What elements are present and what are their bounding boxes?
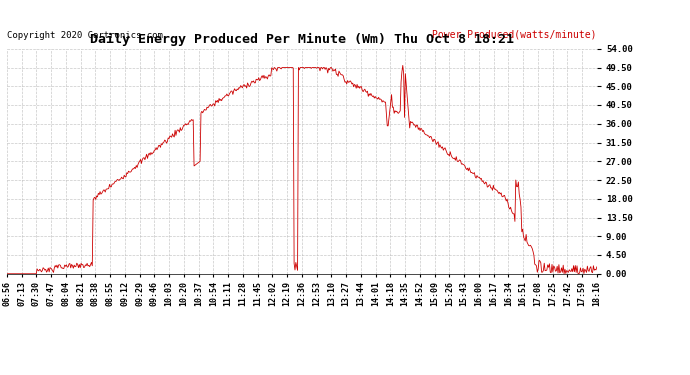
- Text: Power Produced(watts/minute): Power Produced(watts/minute): [433, 30, 597, 40]
- Text: Copyright 2020 Cartronics.com: Copyright 2020 Cartronics.com: [7, 31, 163, 40]
- Title: Daily Energy Produced Per Minute (Wm) Thu Oct 8 18:21: Daily Energy Produced Per Minute (Wm) Th…: [90, 33, 514, 46]
